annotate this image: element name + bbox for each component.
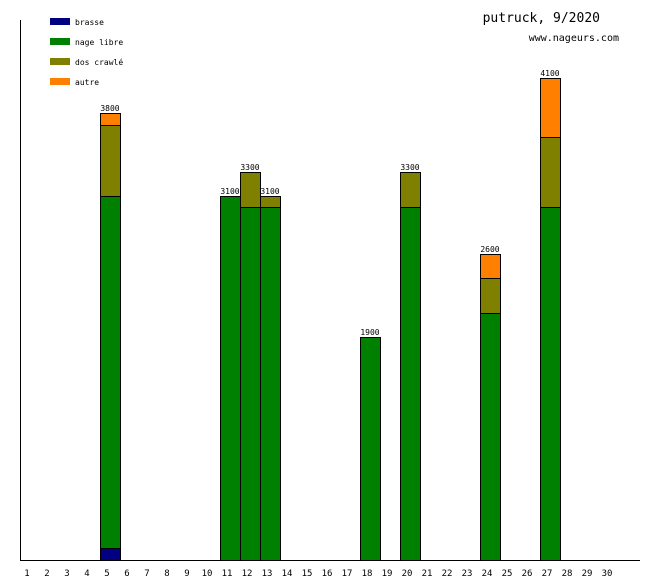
bar-segment-dos-crawlé	[100, 125, 121, 197]
bar-total-label: 3100	[220, 187, 239, 196]
chart-subtitle: www.nageurs.com	[529, 33, 619, 44]
x-tick-label: 17	[342, 569, 353, 579]
x-tick-label: 9	[184, 569, 189, 579]
bar-total-label: 3800	[100, 104, 119, 113]
bar-segment-nage-libre	[400, 207, 421, 561]
x-tick-label: 23	[462, 569, 473, 579]
bar-segment-nage-libre	[220, 196, 241, 561]
bar-segment-autre	[540, 78, 561, 138]
x-tick-label: 25	[502, 569, 513, 579]
x-tick-label: 11	[222, 569, 233, 579]
x-tick-label: 29	[582, 569, 593, 579]
bar-segment-dos-crawlé	[400, 172, 421, 208]
x-tick-label: 15	[302, 569, 313, 579]
x-tick-labels: 1 2 3 4 5 6 7 8 9 10 11 12 13 14 15 16 17 18 19 20 21 22 23 24 2…	[24, 569, 612, 579]
bar-total-label: 1900	[360, 328, 379, 337]
bar-segment-nage-libre	[540, 207, 561, 561]
bars: 3800 3100 3300 3100 1900 3300 2600 4100	[100, 69, 561, 561]
bar-total-label: 4100	[540, 69, 559, 78]
legend-label: autre	[75, 78, 99, 87]
x-tick-label: 3	[64, 569, 69, 579]
x-tick-label: 22	[442, 569, 453, 579]
legend-swatch-3	[50, 78, 70, 85]
x-tick-label: 30	[602, 569, 613, 579]
bar-total-label: 3300	[240, 163, 259, 172]
x-tick-label: 16	[322, 569, 333, 579]
bar-segment-nage-libre	[100, 196, 121, 549]
bar-segment-autre	[100, 113, 121, 126]
x-tick-label: 20	[402, 569, 413, 579]
bar-segment-brasse	[100, 548, 121, 561]
x-tick-label: 24	[482, 569, 493, 579]
bar-segment-dos-crawlé	[240, 172, 261, 208]
legend-label: dos crawlé	[75, 57, 123, 67]
x-tick-label: 14	[282, 569, 293, 579]
x-tick-label: 6	[124, 569, 129, 579]
bar-segment-nage-libre	[360, 337, 381, 561]
legend-label: nage libre	[75, 38, 123, 47]
bar-segment-autre	[480, 254, 501, 279]
legend-label: brasse	[75, 18, 104, 27]
bar-segment-dos-crawlé	[480, 278, 501, 314]
legend-swatch-2	[50, 58, 70, 65]
x-tick-label: 26	[522, 569, 533, 579]
legend-swatch-1	[50, 38, 70, 45]
x-tick-label: 10	[202, 569, 213, 579]
x-tick-label: 5	[104, 569, 109, 579]
legend-swatch-0	[50, 18, 70, 25]
x-tick-label: 12	[242, 569, 253, 579]
x-tick-label: 7	[144, 569, 149, 579]
bar-total-label: 2600	[480, 245, 499, 254]
x-tick-label: 21	[422, 569, 433, 579]
x-tick-label: 1	[24, 569, 29, 579]
x-tick-label: 19	[382, 569, 393, 579]
bar-segment-nage-libre	[260, 207, 281, 561]
bar-segment-dos-crawlé	[260, 196, 281, 208]
x-tick-label: 4	[84, 569, 89, 579]
x-tick-label: 2	[44, 569, 49, 579]
bar-segment-nage-libre	[480, 313, 501, 561]
bar-segment-dos-crawlé	[540, 137, 561, 208]
x-tick-label: 18	[362, 569, 373, 579]
x-tick-label: 13	[262, 569, 273, 579]
chart-title: putruck, 9/2020	[483, 11, 600, 26]
x-tick-label: 28	[562, 569, 573, 579]
bar-segment-nage-libre	[240, 207, 261, 561]
bar-total-label: 3100	[260, 187, 279, 196]
x-tick-label: 8	[164, 569, 169, 579]
legend: brasse nage libre dos crawlé autre	[50, 18, 123, 87]
x-tick-label: 27	[542, 569, 553, 579]
bar-total-label: 3300	[400, 163, 419, 172]
